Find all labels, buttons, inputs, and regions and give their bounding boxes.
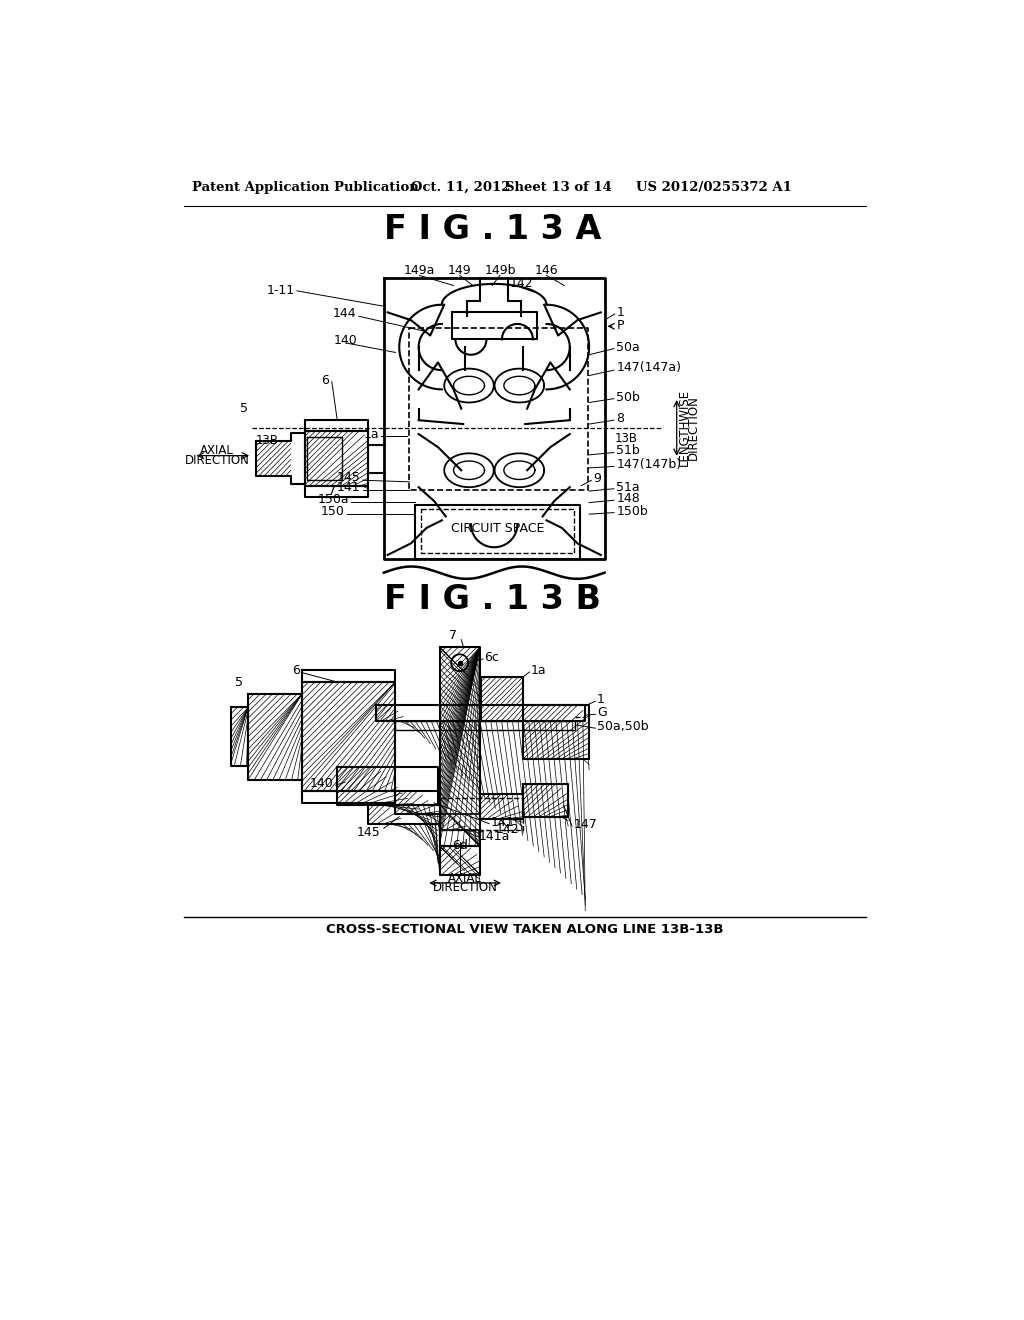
Text: 1: 1 [616, 306, 624, 319]
Text: 147(147a): 147(147a) [616, 362, 681, 375]
Text: 146: 146 [535, 264, 558, 277]
Text: Oct. 11, 2012: Oct. 11, 2012 [411, 181, 510, 194]
Text: 142: 142 [510, 277, 534, 290]
Text: 141a: 141a [479, 829, 510, 842]
Text: US 2012/0255372 A1: US 2012/0255372 A1 [636, 181, 792, 194]
Text: 6: 6 [322, 374, 330, 387]
Text: 148: 148 [616, 492, 640, 506]
Text: F I G . 1 3 B: F I G . 1 3 B [384, 583, 601, 616]
Text: 144: 144 [333, 308, 356, 321]
Text: 50b: 50b [616, 391, 640, 404]
Text: 149a: 149a [403, 264, 435, 277]
Text: F I G . 1 3 A: F I G . 1 3 A [384, 214, 601, 247]
Text: 145: 145 [337, 471, 360, 484]
Text: DIRECTION: DIRECTION [433, 880, 498, 894]
Text: 9: 9 [593, 473, 601, 486]
Text: 142: 142 [496, 824, 519, 837]
Text: 149b: 149b [484, 264, 516, 277]
Text: 147: 147 [573, 818, 597, 832]
Text: 150a: 150a [317, 492, 349, 506]
Text: DIRECTION: DIRECTION [184, 454, 250, 467]
Text: 6: 6 [292, 664, 300, 677]
Text: CROSS-SECTIONAL VIEW TAKEN ALONG LINE 13B-13B: CROSS-SECTIONAL VIEW TAKEN ALONG LINE 13… [326, 924, 724, 936]
Text: AXIAL: AXIAL [449, 871, 482, 884]
Text: 13B: 13B [614, 432, 638, 445]
Text: 145: 145 [356, 825, 380, 838]
Text: 13B: 13B [256, 434, 279, 446]
Text: 149: 149 [447, 264, 471, 277]
Text: AXIAL: AXIAL [200, 445, 234, 458]
Text: P: P [616, 319, 624, 333]
Text: 1: 1 [597, 693, 605, 706]
Text: 50a,50b: 50a,50b [597, 721, 648, 733]
Text: 147(147b): 147(147b) [616, 458, 681, 471]
Text: 1a: 1a [531, 664, 547, 677]
Text: 6d: 6d [452, 838, 468, 851]
Text: 50a: 50a [616, 341, 640, 354]
Text: 150: 150 [322, 506, 345, 519]
Text: Sheet 13 of 14: Sheet 13 of 14 [505, 181, 611, 194]
Text: 140: 140 [334, 334, 357, 347]
Text: 51a: 51a [616, 480, 640, 494]
Text: 1a: 1a [364, 428, 379, 441]
Text: 51b: 51b [616, 445, 640, 458]
Text: 141: 141 [337, 482, 360, 495]
Text: 5: 5 [234, 676, 243, 689]
Text: G: G [597, 706, 606, 719]
Text: 140: 140 [309, 777, 334, 791]
Text: 141: 141 [490, 816, 514, 829]
Text: 1-11: 1-11 [266, 284, 295, 297]
Text: 5: 5 [240, 403, 248, 416]
Text: CIRCUIT SPACE: CIRCUIT SPACE [451, 521, 544, 535]
Text: LENGTHWISE: LENGTHWISE [678, 389, 691, 466]
Text: Patent Application Publication: Patent Application Publication [193, 181, 419, 194]
Text: 7: 7 [450, 630, 458, 643]
Text: 8: 8 [616, 412, 625, 425]
Text: DIRECTION: DIRECTION [687, 396, 700, 461]
Text: 150b: 150b [616, 504, 648, 517]
Text: 6c: 6c [484, 651, 500, 664]
Text: 7: 7 [328, 484, 336, 498]
